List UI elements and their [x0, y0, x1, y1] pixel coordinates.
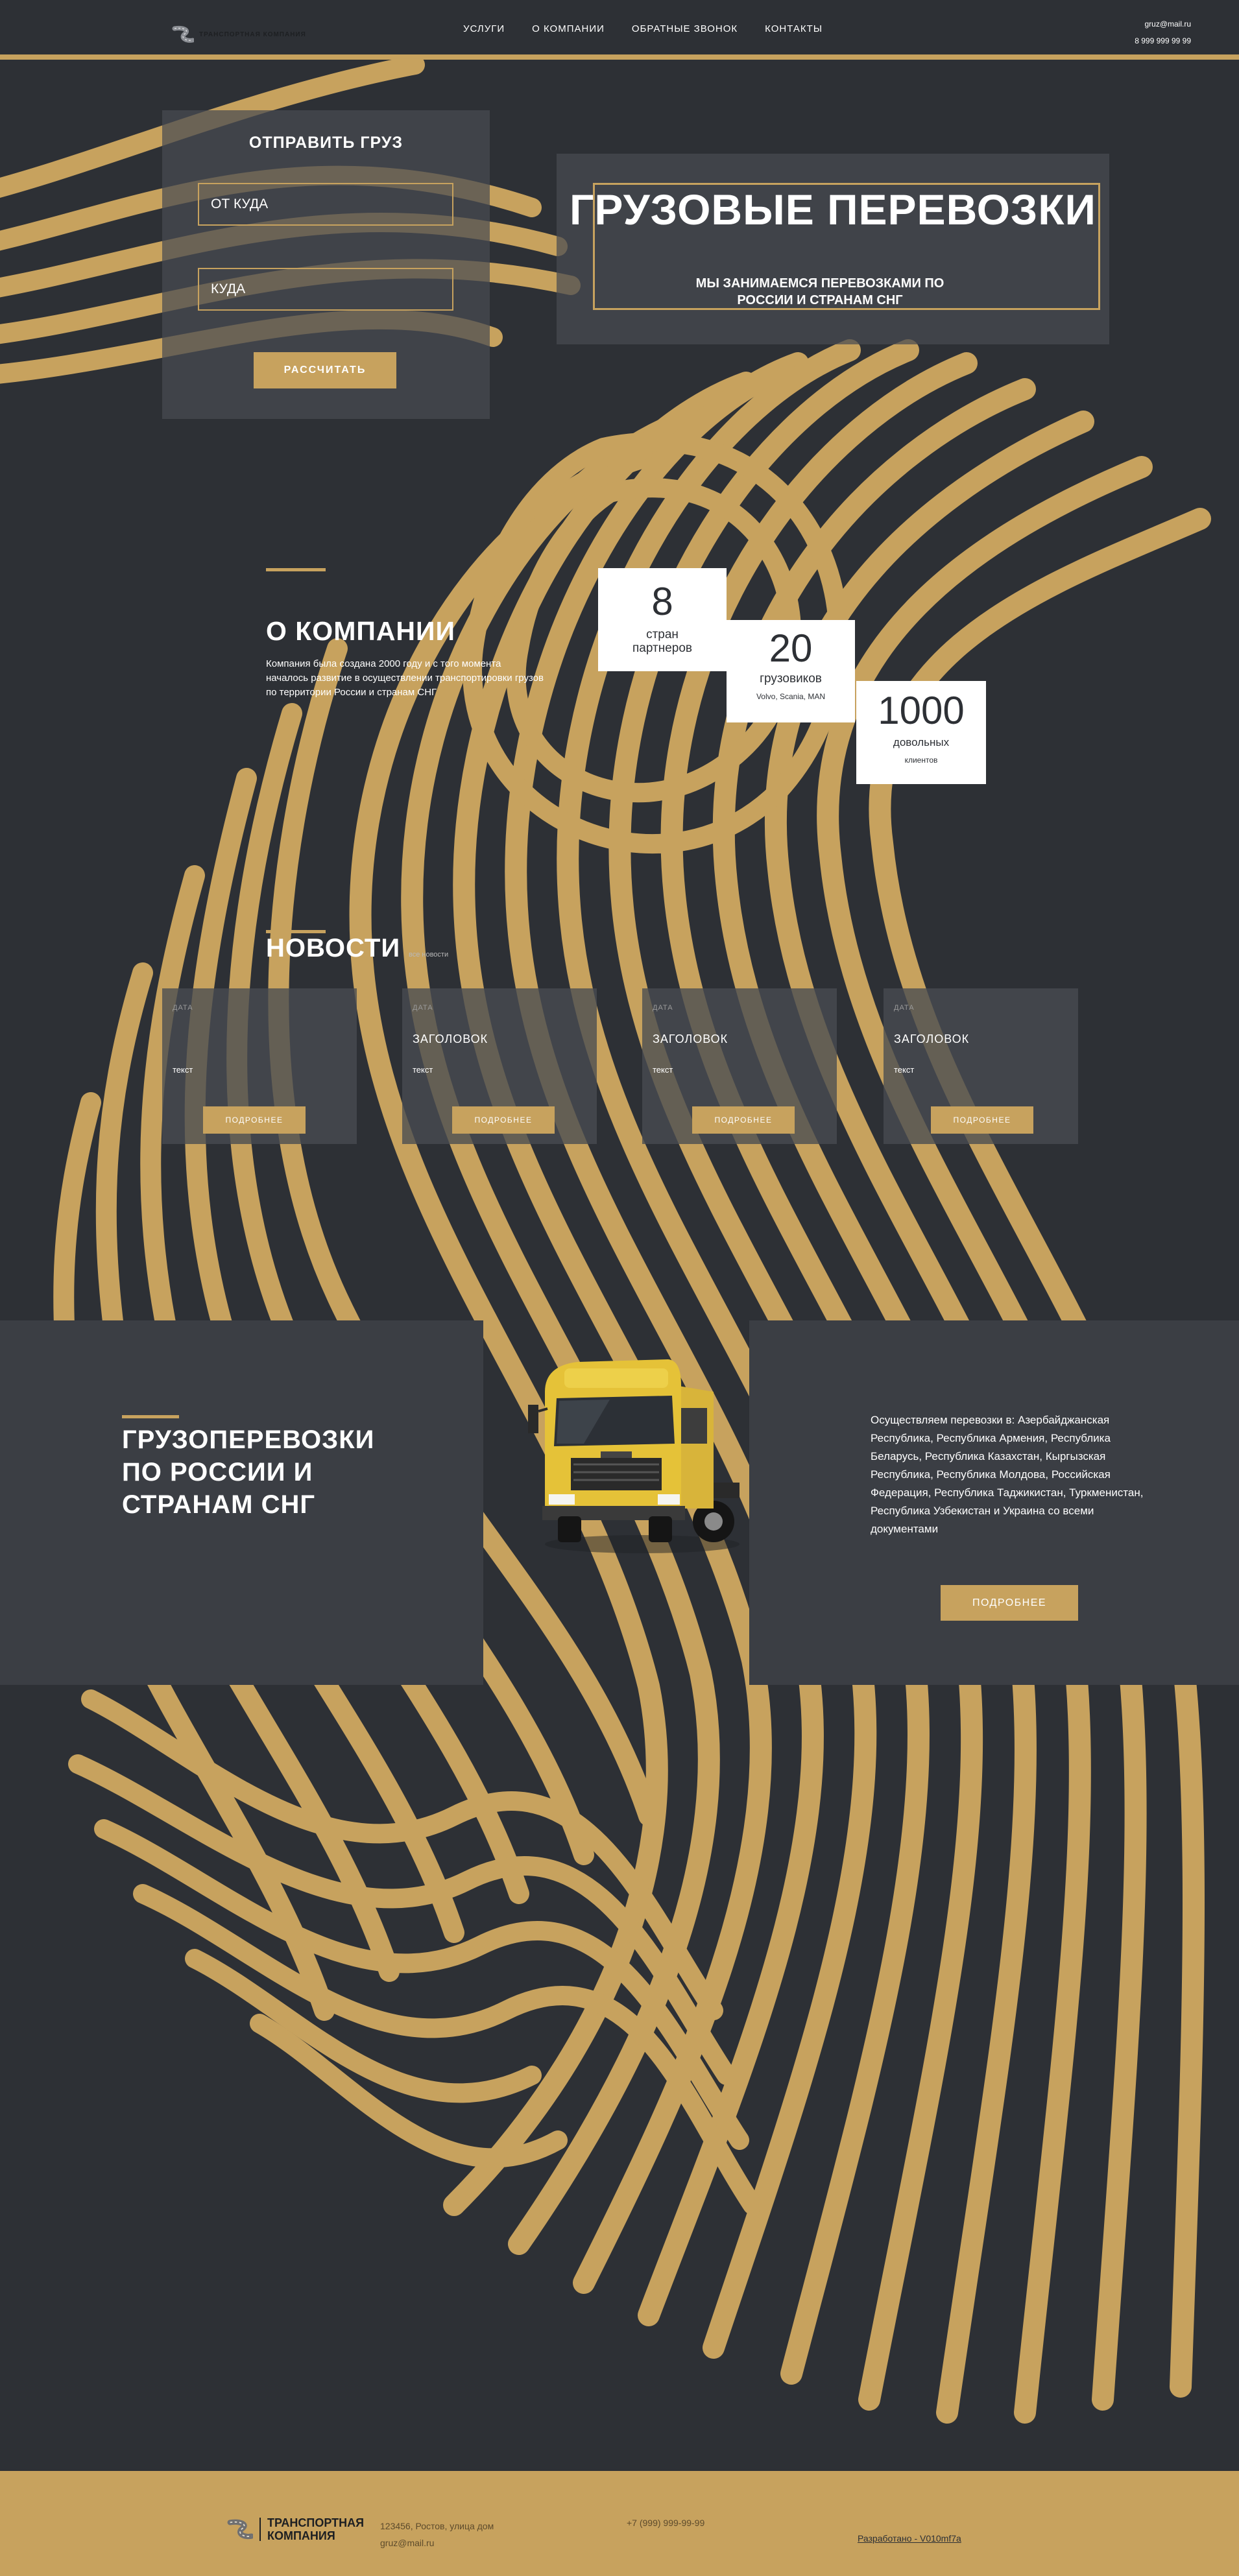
transport-accent-line	[122, 1415, 179, 1418]
header-email[interactable]: gruz@mail.ru	[1144, 19, 1191, 29]
stat-label: довольных	[893, 736, 950, 748]
news-more-button[interactable]: ПОДРОБНЕЕ	[452, 1106, 555, 1134]
to-input[interactable]	[198, 268, 453, 311]
nav-item-callback[interactable]: ОБРАТНЫЕ ЗВОНОК	[631, 23, 738, 34]
truck-image	[528, 1359, 740, 1553]
footer-address: 123456, Ростов, улица дом	[380, 2521, 494, 2531]
stat-value: 20	[769, 626, 813, 670]
news-title: НОВОСТИ	[266, 934, 401, 962]
news-card: ДАТА ЗАГОЛОВОК текст ПОДРОБНЕЕ	[642, 988, 837, 1144]
news-heading: ЗАГОЛОВОК	[413, 1032, 488, 1045]
news-date: ДАТА	[653, 1004, 673, 1012]
stat-value: 1000	[878, 689, 965, 732]
hero-title: ГРУЗОВЫЕ ПЕРЕВОЗКИ	[570, 185, 1096, 233]
news-heading: ЗАГОЛОВОК	[653, 1032, 728, 1045]
news-more-button[interactable]: ПОДРОБНЕЕ	[692, 1106, 795, 1134]
news-text: текст	[413, 1065, 433, 1075]
stat-value: 8	[651, 580, 673, 623]
all-news-link[interactable]: все новости	[409, 951, 449, 959]
nav-item-about[interactable]: О КОМПАНИИ	[532, 23, 605, 34]
news-text: текст	[173, 1065, 193, 1075]
news-accent-line	[266, 930, 326, 933]
news-text: текст	[653, 1065, 673, 1075]
hero-banner: ГРУЗОВЫЕ ПЕРЕВОЗКИ МЫ ЗАНИМАЕМСЯ ПЕРЕВОЗ…	[557, 154, 1109, 344]
background-stripes-art	[0, 55, 1211, 2424]
main-nav: УСЛУГИ О КОМПАНИИ ОБРАТНЫЕ ЗВОНОК КОНТАК…	[463, 23, 823, 34]
news-text: текст	[894, 1065, 915, 1075]
transport-more-button[interactable]: ПОДРОБНЕЕ	[941, 1585, 1078, 1621]
stat-card-trucks: 20 грузовиков Volvo, Scania, MAN	[727, 620, 855, 722]
logo-road-icon	[172, 26, 194, 43]
stat-card-clients: 1000 довольных клиентов	[856, 681, 986, 784]
hero-subtitle: МЫ ЗАНИМАЕМСЯ ПЕРЕВОЗКАМИ ПО РОССИИ И СТ…	[695, 276, 944, 307]
calculate-button[interactable]: РАССЧИТАТЬ	[254, 352, 396, 388]
news-more-button[interactable]: ПОДРОБНЕЕ	[203, 1106, 306, 1134]
order-form: ОТПРАВИТЬ ГРУЗ РАССЧИТАТЬ	[162, 110, 490, 419]
about-text: Компания была создана 2000 году и с того…	[266, 658, 544, 698]
transport-band-left	[0, 1320, 483, 1685]
news-date: ДАТА	[413, 1004, 433, 1012]
transport-band-right	[749, 1320, 1239, 1685]
stat-label: стран партнеров	[632, 628, 692, 655]
stat-label: грузовиков	[760, 672, 822, 686]
header-phone[interactable]: 8 999 999 99 99	[1135, 36, 1191, 45]
news-date: ДАТА	[894, 1004, 915, 1012]
about-accent-line	[266, 568, 326, 571]
footer-logo-divider	[259, 2518, 261, 2541]
transport-title: ГРУЗОПЕРЕВОЗКИ ПО РОССИИ И СТРАНАМ СНГ	[122, 1425, 375, 1519]
transport-text: Осуществляем перевозки в: Азербайджанска…	[871, 1414, 1144, 1535]
footer-logo[interactable]: ТРАНСПОРТНАЯ КОМПАНИЯ	[227, 2516, 365, 2542]
news-card: ДАТА текст ПОДРОБНЕЕ	[162, 988, 357, 1144]
footer-contacts: 123456, Ростов, улица дом gruz@mail.ru	[380, 2518, 494, 2551]
hero-frame	[593, 183, 1100, 310]
site-footer: ТРАНСПОРТНАЯ КОМПАНИЯ 123456, Ростов, ул…	[0, 2471, 1239, 2576]
developer-link[interactable]: Разработано - V010mf7a	[858, 2533, 961, 2544]
header-accent-line	[0, 54, 1239, 60]
stat-sub: Volvo, Scania, MAN	[756, 692, 826, 701]
news-date: ДАТА	[173, 1004, 193, 1012]
stripes-group	[0, 55, 1211, 2424]
footer-logo-text: ТРАНСПОРТНАЯ КОМПАНИЯ	[267, 2516, 365, 2542]
order-form-title: ОТПРАВИТЬ ГРУЗ	[248, 134, 403, 152]
stat-sub: клиентов	[904, 756, 938, 765]
header-contacts: gruz@mail.ru 8 999 999 99 99	[1135, 16, 1191, 49]
stat-card-countries: 8 стран партнеров	[598, 568, 727, 671]
about-title: О КОМПАНИИ	[266, 616, 455, 646]
nav-item-services[interactable]: УСЛУГИ	[463, 23, 505, 34]
news-more-button[interactable]: ПОДРОБНЕЕ	[931, 1106, 1033, 1134]
footer-phone[interactable]: +7 (999) 999-99-99	[627, 2518, 705, 2528]
from-input[interactable]	[198, 183, 453, 226]
news-card: ДАТА ЗАГОЛОВОК текст ПОДРОБНЕЕ	[402, 988, 597, 1144]
site-header: ТРАНСПОРТНАЯ КОМПАНИЯ УСЛУГИ О КОМПАНИИ …	[0, 0, 1239, 54]
logo-text: ТРАНСПОРТНАЯ КОМПАНИЯ	[199, 30, 306, 38]
logo-road-icon	[227, 2519, 253, 2540]
footer-email[interactable]: gruz@mail.ru	[380, 2538, 435, 2548]
news-heading: ЗАГОЛОВОК	[894, 1032, 970, 1045]
site-logo[interactable]: ТРАНСПОРТНАЯ КОМПАНИЯ	[172, 23, 306, 45]
nav-item-contacts[interactable]: КОНТАКТЫ	[765, 23, 823, 34]
news-card: ДАТА ЗАГОЛОВОК текст ПОДРОБНЕЕ	[884, 988, 1078, 1144]
